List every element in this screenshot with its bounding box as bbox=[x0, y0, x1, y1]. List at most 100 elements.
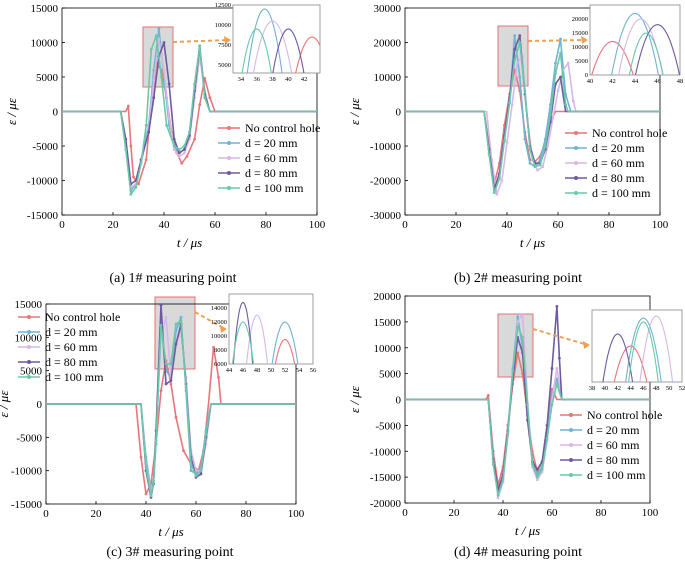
x-tick-label: 80 bbox=[241, 508, 253, 520]
legend-marker bbox=[574, 131, 578, 135]
series-point bbox=[152, 96, 156, 100]
x-tick-label: 80 bbox=[596, 507, 608, 519]
y-tick-label: 0 bbox=[53, 107, 59, 119]
series-point bbox=[518, 34, 522, 37]
legend-marker bbox=[27, 360, 31, 364]
legend-marker bbox=[27, 315, 31, 319]
inset-x-tick-label: 40 bbox=[602, 385, 609, 392]
series-point bbox=[180, 161, 184, 165]
series-point bbox=[550, 403, 554, 407]
inset-series-line-1 bbox=[274, 338, 296, 364]
legend-label: No control hole bbox=[587, 408, 662, 422]
x-tick-label: 20 bbox=[451, 219, 463, 231]
inset-zoom-1: 34 36 38 40 42 5000 7500 10000 12500 bbox=[215, 2, 321, 83]
series-point bbox=[492, 191, 496, 194]
y-axis-label: ε / με bbox=[347, 385, 362, 413]
legend-label: No control hole bbox=[45, 310, 120, 324]
legend-marker bbox=[569, 428, 573, 432]
y-tick-label: 5000 bbox=[36, 72, 59, 84]
legend-marker bbox=[27, 330, 31, 334]
series-point bbox=[516, 325, 520, 329]
series-point bbox=[545, 423, 549, 427]
series-point bbox=[540, 467, 544, 471]
inset-x-tick-label: 48 bbox=[677, 78, 684, 85]
series-point bbox=[144, 492, 148, 496]
series-point bbox=[172, 137, 176, 141]
series-point bbox=[535, 467, 539, 471]
x-tick-label: 80 bbox=[261, 219, 273, 231]
series-point bbox=[203, 96, 207, 100]
series-point bbox=[557, 356, 561, 360]
legend-label: No control hole bbox=[245, 121, 320, 135]
series-point bbox=[521, 336, 524, 339]
inset-x-tick-label: 38 bbox=[589, 385, 596, 392]
y-tick-label: -20000 bbox=[370, 176, 402, 188]
legend-marker bbox=[574, 176, 578, 180]
series-point bbox=[183, 148, 186, 151]
inset-y-tick-label: 7500 bbox=[218, 42, 231, 49]
series-point bbox=[172, 144, 176, 148]
legend-label: d = 100 mm bbox=[592, 186, 651, 200]
series-point bbox=[132, 175, 135, 179]
inset-y-tick-label: 10000 bbox=[572, 44, 588, 51]
inset-x-tick-label: 44 bbox=[627, 385, 634, 392]
series-point bbox=[152, 79, 156, 82]
zoom-arrow bbox=[532, 328, 589, 346]
series-point bbox=[571, 99, 575, 103]
inset-x-tick-label: 52 bbox=[282, 367, 289, 374]
legend-marker bbox=[227, 141, 231, 145]
series-point bbox=[139, 455, 143, 459]
series-point bbox=[554, 72, 557, 75]
x-tick-label: 0 bbox=[402, 219, 408, 231]
zoom-arrow-head bbox=[224, 36, 231, 44]
inset-series-line-5 bbox=[628, 32, 664, 75]
series-point bbox=[535, 475, 539, 479]
inset-x-tick-label: 34 bbox=[238, 76, 245, 83]
series-point bbox=[185, 154, 189, 158]
x-tick-label: 0 bbox=[402, 507, 408, 519]
series-point bbox=[198, 103, 202, 106]
inset-series-line-3 bbox=[639, 315, 674, 382]
series-point bbox=[486, 393, 490, 397]
inset-series-line-4 bbox=[602, 333, 634, 382]
series-point bbox=[559, 75, 562, 79]
series-point bbox=[162, 68, 166, 72]
series-point bbox=[177, 148, 181, 151]
inset-series-line-5 bbox=[628, 321, 659, 382]
legend-marker bbox=[27, 345, 31, 349]
inset-y-tick-label: 20000 bbox=[572, 16, 588, 23]
series-point bbox=[174, 342, 178, 346]
series-point bbox=[144, 465, 148, 469]
series-point bbox=[505, 141, 509, 144]
x-tick-label: 100 bbox=[288, 508, 305, 520]
legend-marker bbox=[574, 191, 578, 195]
series-point bbox=[521, 312, 524, 316]
series-point bbox=[516, 351, 520, 355]
inset-series-line-1 bbox=[613, 345, 648, 382]
series-point bbox=[554, 61, 557, 65]
inset-x-tick-label: 36 bbox=[253, 76, 260, 83]
y-tick-label: 10000 bbox=[15, 332, 43, 344]
inset-frame bbox=[228, 293, 314, 365]
series-point bbox=[212, 345, 215, 349]
x-tick-label: 60 bbox=[210, 219, 222, 231]
series-point bbox=[523, 89, 527, 93]
y-axis-label: ε / με bbox=[0, 390, 11, 418]
inset-y-tick-label: 6000 bbox=[214, 361, 227, 368]
chart-panel-3: 0 20 40 60 80 100 -15000 -10000 -5000 0 5000 10000 1… bbox=[0, 296, 305, 560]
series-point bbox=[538, 163, 542, 167]
series-point bbox=[516, 315, 520, 319]
series-point bbox=[203, 76, 207, 80]
series-point bbox=[174, 415, 178, 419]
panel-caption: (a) 1# measuring point bbox=[109, 271, 236, 286]
series-point bbox=[543, 144, 547, 148]
legend-label: d = 60 mm bbox=[245, 151, 298, 165]
legend-label: d = 100 mm bbox=[45, 370, 104, 384]
x-tick-label: 20 bbox=[108, 219, 120, 231]
zoom-arrow-head bbox=[583, 341, 590, 349]
chart-panel-2: 0 20 40 60 80 100 -30000 -20000 -10000 0 10000 2000… bbox=[347, 3, 669, 286]
x-tick-label: 100 bbox=[309, 219, 326, 231]
series-point bbox=[556, 89, 560, 93]
series-point bbox=[541, 165, 545, 169]
